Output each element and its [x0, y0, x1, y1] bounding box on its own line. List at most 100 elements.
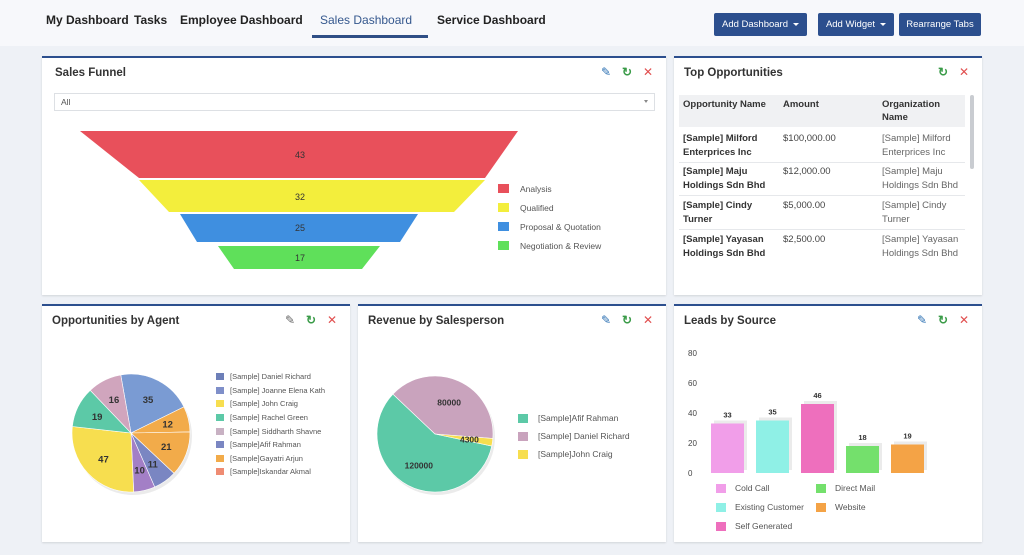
- legend-item[interactable]: Existing Customer: [716, 502, 804, 512]
- legend-item[interactable]: [Sample]Gayatri Arjun: [216, 452, 325, 466]
- table-scrollbar[interactable]: [970, 95, 974, 169]
- legend-swatch: [518, 413, 528, 423]
- refresh-icon[interactable]: ↻: [937, 65, 949, 79]
- bar[interactable]: [846, 446, 879, 473]
- cell-organization[interactable]: [Sample] Milford Enterprices Inc: [882, 133, 951, 158]
- legend-swatch: [498, 203, 509, 212]
- close-icon[interactable]: ✕: [326, 313, 338, 327]
- legend-label: [Sample]Gayatri Arjun: [230, 453, 303, 463]
- table-row[interactable]: [Sample] Yayasan Holdings Sdn Bhd $2,500…: [679, 230, 965, 264]
- column-header-amount[interactable]: Amount: [783, 99, 819, 110]
- pie-slice[interactable]: [89, 374, 132, 434]
- pie-value-label: 11: [148, 459, 159, 470]
- legend-item[interactable]: [Sample] Daniel Richard: [216, 370, 325, 384]
- legend-swatch: [498, 222, 509, 231]
- pie-slice[interactable]: [434, 433, 494, 447]
- legend-item[interactable]: Self Generated: [716, 521, 792, 531]
- add-dashboard-button[interactable]: Add Dashboard: [714, 13, 807, 36]
- legend-item[interactable]: Qualified: [498, 198, 601, 217]
- cell-opportunity[interactable]: [Sample] Maju Holdings Sdn Bhd: [683, 166, 766, 191]
- cell-opportunity[interactable]: [Sample] Cindy Turner: [683, 200, 753, 225]
- tab-sales-dashboard[interactable]: Sales Dashboard: [320, 13, 413, 27]
- legend-item[interactable]: Direct Mail: [816, 483, 875, 493]
- funnel-stage-negotiation[interactable]: [218, 246, 380, 269]
- funnel-stage-proposal[interactable]: [180, 214, 418, 242]
- rearrange-tabs-button[interactable]: Rearrange Tabs: [899, 13, 981, 36]
- pencil-icon[interactable]: ✎: [284, 313, 296, 327]
- pencil-icon[interactable]: ✎: [916, 313, 928, 327]
- legend-item[interactable]: [Sample]Afif Rahman: [518, 409, 630, 427]
- bar[interactable]: [891, 444, 924, 474]
- close-icon[interactable]: ✕: [958, 313, 970, 327]
- table-row[interactable]: [Sample] Cindy Turner $5,000.00 [Sample]…: [679, 196, 965, 230]
- pie-slice[interactable]: [71, 426, 135, 493]
- table-header: Opportunity Name Amount Organization Nam…: [679, 95, 965, 127]
- panel-title: Sales Funnel: [55, 67, 126, 79]
- legend-label: Negotiation & Review: [520, 240, 602, 251]
- top-nav: My Dashboard Tasks Employee Dashboard Sa…: [0, 0, 1024, 46]
- panel-actions: ✎ ↻ ✕: [284, 314, 338, 326]
- legend-item[interactable]: Website: [816, 502, 866, 512]
- close-icon[interactable]: ✕: [642, 313, 654, 327]
- add-widget-label: Add Widget: [825, 19, 876, 30]
- legend-item[interactable]: [Sample] Daniel Richard: [518, 427, 630, 445]
- pencil-icon[interactable]: ✎: [600, 65, 612, 79]
- pie-slice[interactable]: [392, 375, 494, 439]
- tab-employee-dashboard[interactable]: Employee Dashboard: [180, 13, 303, 27]
- funnel-stage-analysis[interactable]: [80, 131, 518, 178]
- legend-item[interactable]: Negotiation & Review: [498, 236, 601, 255]
- cell-organization[interactable]: [Sample] Maju Holdings Sdn Bhd: [882, 166, 959, 191]
- add-widget-button[interactable]: Add Widget: [818, 13, 894, 36]
- column-header-opportunity[interactable]: Opportunity Name: [683, 99, 766, 110]
- bar[interactable]: [801, 404, 834, 473]
- cell-opportunity[interactable]: [Sample] Milford Enterprices Inc: [683, 133, 758, 158]
- legend-item[interactable]: [Sample]John Craig: [518, 445, 630, 463]
- tab-service-dashboard[interactable]: Service Dashboard: [437, 13, 546, 27]
- legend-label: Direct Mail: [835, 483, 876, 493]
- pie-slice[interactable]: [120, 373, 185, 434]
- close-icon[interactable]: ✕: [642, 65, 654, 79]
- cell-opportunity[interactable]: [Sample] Yayasan Holdings Sdn Bhd: [683, 234, 766, 259]
- legend-label: Analysis: [520, 183, 552, 194]
- legend-item[interactable]: [Sample] Rachel Green: [216, 411, 325, 425]
- pie-slice[interactable]: [376, 393, 493, 493]
- legend-item[interactable]: [Sample] Joanne Elena Kath: [216, 384, 325, 398]
- add-dashboard-label: Add Dashboard: [721, 19, 789, 30]
- legend-item[interactable]: [Sample] John Craig: [216, 397, 325, 411]
- funnel-value-label: 43: [295, 150, 305, 160]
- legend-label: Website: [835, 502, 866, 512]
- refresh-icon[interactable]: ↻: [937, 313, 949, 327]
- funnel-filter-select[interactable]: All: [54, 93, 655, 111]
- legend-item[interactable]: [Sample]Iskandar Akmal: [216, 465, 325, 479]
- legend-label: [Sample]John Craig: [538, 449, 613, 459]
- revenue-by-salesperson-panel: Revenue by Salesperson ✎ ↻ ✕ 120000 80000…: [358, 304, 666, 542]
- panel-actions: ✎ ↻ ✕: [916, 314, 970, 326]
- legend-swatch: [216, 468, 224, 476]
- refresh-icon[interactable]: ↻: [621, 65, 633, 79]
- legend-swatch: [498, 241, 509, 250]
- tab-my-dashboard[interactable]: My Dashboard: [46, 13, 129, 27]
- cell-organization[interactable]: [Sample] Cindy Turner: [882, 200, 947, 225]
- leads-by-source-panel: Leads by Source ✎ ↻ ✕ 0 20 40 60 80 33 35 46 18 1…: [674, 304, 982, 542]
- bar[interactable]: [711, 423, 744, 474]
- pie-value-label: 47: [98, 454, 109, 465]
- bar[interactable]: [756, 420, 789, 474]
- legend-label: Self Generated: [735, 521, 793, 531]
- legend-item[interactable]: [Sample]Afif Rahman: [216, 438, 325, 452]
- legend-item[interactable]: Analysis: [498, 179, 601, 198]
- legend-item[interactable]: Cold Call: [716, 483, 770, 493]
- legend-swatch: [216, 386, 224, 394]
- refresh-icon[interactable]: ↻: [621, 313, 633, 327]
- legend-item[interactable]: Proposal & Quotation: [498, 217, 601, 236]
- bar-value-label: 46: [813, 391, 821, 400]
- cell-organization[interactable]: [Sample] Yayasan Holdings Sdn Bhd: [882, 234, 959, 259]
- refresh-icon[interactable]: ↻: [305, 313, 317, 327]
- tab-tasks[interactable]: Tasks: [134, 13, 168, 27]
- pencil-icon[interactable]: ✎: [600, 313, 612, 327]
- funnel-stage-qualified[interactable]: [139, 180, 485, 212]
- close-icon[interactable]: ✕: [958, 65, 970, 79]
- table-row[interactable]: [Sample] Maju Holdings Sdn Bhd $12,000.0…: [679, 162, 965, 196]
- table-row[interactable]: [Sample] Milford Enterprices Inc $100,00…: [679, 129, 965, 163]
- legend-item[interactable]: [Sample] Siddharth Shavne: [216, 424, 325, 438]
- column-header-organization[interactable]: Organization Name: [882, 99, 941, 123]
